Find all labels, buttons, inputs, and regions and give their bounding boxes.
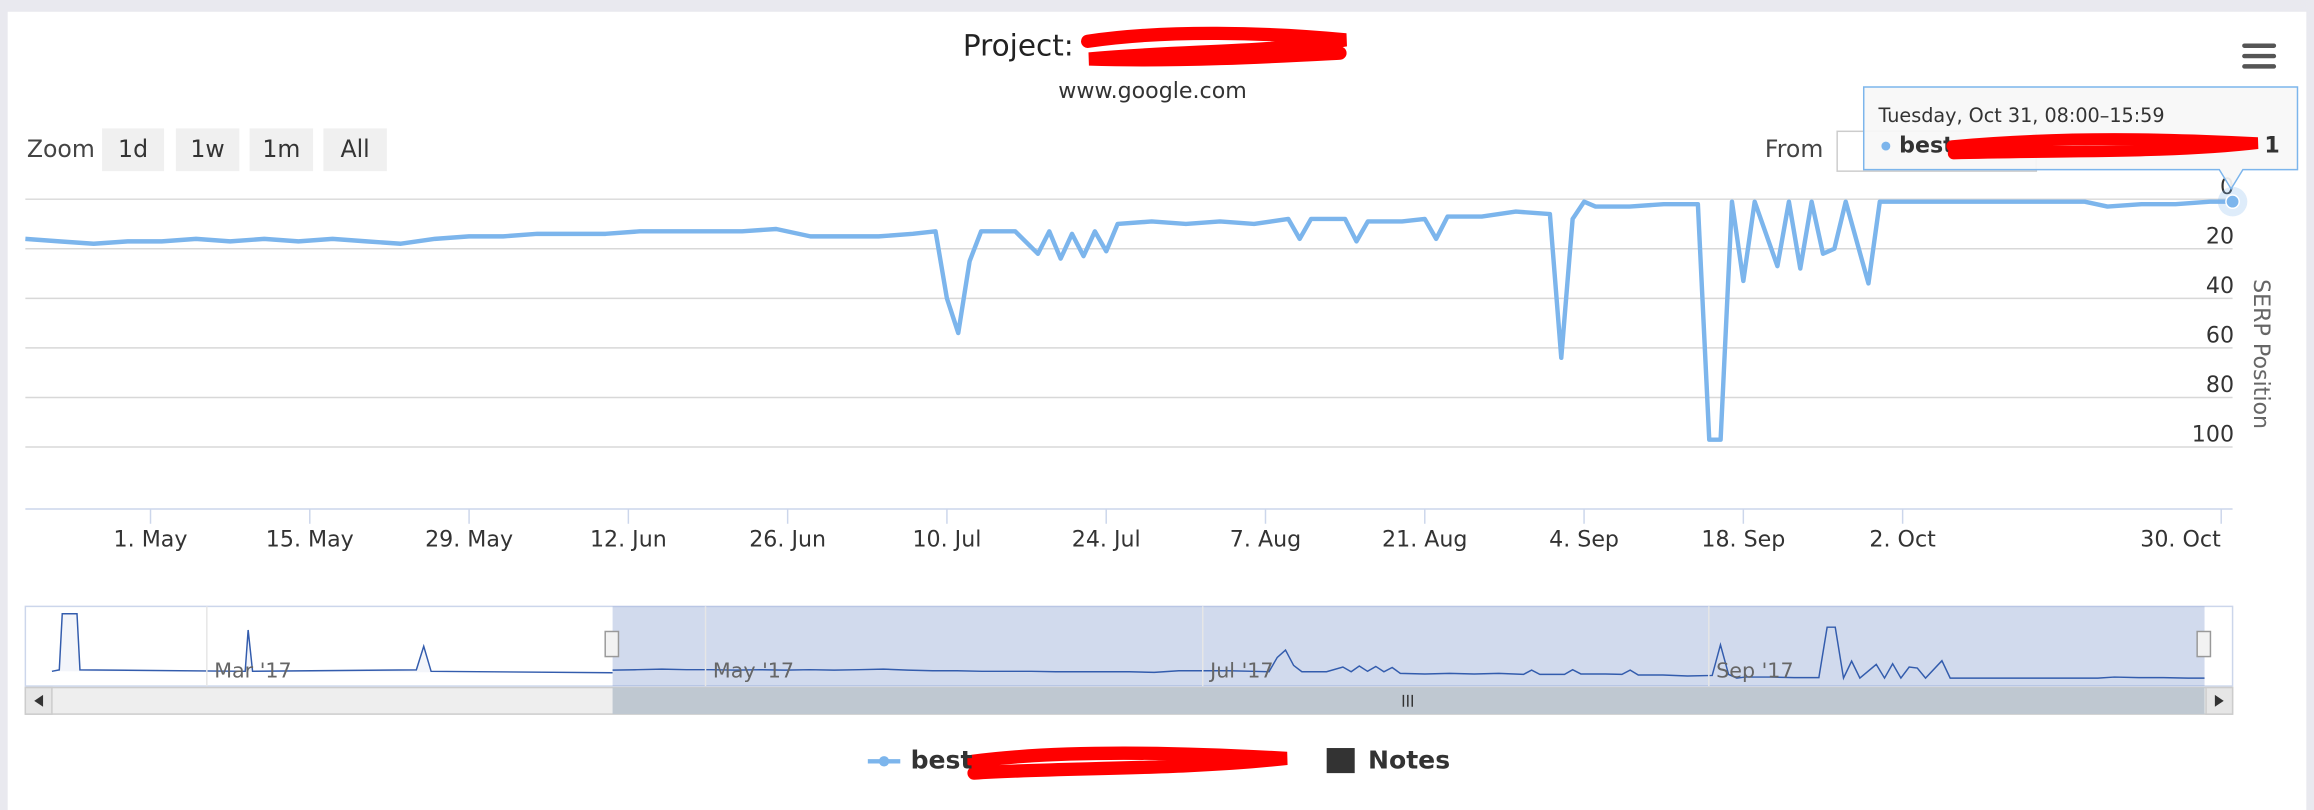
y-tick-label: 40 <box>2206 273 2234 299</box>
zoom-label: Zoom <box>27 135 95 163</box>
tooltip-value: 1 <box>2264 133 2279 159</box>
zoom-button[interactable] <box>175 128 240 172</box>
scrollbar-grip <box>1402 694 1413 707</box>
menu-icon[interactable] <box>2242 43 2277 69</box>
zoom-button-label[interactable]: 1w <box>190 135 224 163</box>
x-tick-label: 26. Jun <box>749 527 826 553</box>
zoom-button[interactable] <box>249 128 314 172</box>
x-tick-label: 15. May <box>266 527 354 553</box>
y-tick-label: 100 <box>2192 422 2234 448</box>
x-tick-label: 1. May <box>114 527 188 553</box>
y-tick-label: 60 <box>2206 323 2234 349</box>
navigator-selection[interactable] <box>612 606 2205 687</box>
zoom-button-label[interactable]: 1m <box>262 135 300 163</box>
arrow <box>34 694 44 707</box>
y-tick-label: 20 <box>2206 223 2234 249</box>
navigator-label: Jul '17 <box>1208 658 1273 682</box>
zoom-button-label[interactable]: All <box>340 135 369 163</box>
zoom-button-label[interactable]: 1d <box>118 135 148 163</box>
x-tick-label: 7. Aug <box>1230 527 1301 553</box>
navigator-label: Sep '17 <box>1716 658 1793 682</box>
from-label: From <box>1765 135 1823 163</box>
navigator-label: Mar '17 <box>214 658 291 682</box>
redaction <box>1081 26 1347 67</box>
navigator-line <box>612 626 2205 681</box>
chart-subtitle: www.google.com <box>1058 78 1247 104</box>
scrollbar-thumb[interactable] <box>612 687 2205 715</box>
zoom-button[interactable] <box>102 128 165 172</box>
series-line <box>25 199 2233 442</box>
x-tick-label: 10. Jul <box>912 527 981 553</box>
redaction <box>1946 133 2259 160</box>
hover-point <box>2225 194 2240 210</box>
zoom-button[interactable] <box>323 128 387 172</box>
x-tick-label: 18. Sep <box>1701 527 1785 553</box>
navigator-history <box>51 613 613 674</box>
x-tick-label: 2. Oct <box>1869 527 1936 553</box>
legend-symbol-dot[interactable] <box>878 756 890 767</box>
tooltip-series-name: best <box>1899 133 1954 159</box>
legend-notes-symbol[interactable] <box>1326 748 1355 774</box>
legend-notes[interactable]: Notes <box>1368 745 1450 774</box>
x-tick-label: 29. May <box>425 527 513 553</box>
arrow <box>2214 694 2224 707</box>
navigator-handle[interactable] <box>604 630 620 658</box>
redaction <box>965 746 1288 780</box>
legend-label[interactable]: best <box>911 745 973 774</box>
navigator-frame <box>24 605 2234 687</box>
x-tick-label: 21. Aug <box>1382 527 1467 553</box>
tooltip-symbol <box>1881 141 1891 151</box>
x-tick-label: 24. Jul <box>1072 527 1141 553</box>
tooltip-header: Tuesday, Oct 31, 08:00–15:59 <box>1877 104 2164 127</box>
x-tick-label: 4. Sep <box>1549 527 1619 553</box>
x-tick-label: 12. Jun <box>590 527 667 553</box>
chart-title: Project: <box>963 29 1074 63</box>
navigator-handle[interactable] <box>2196 630 2212 658</box>
y-tick-label: 80 <box>2206 372 2234 398</box>
x-tick-label: 30. Oct <box>2140 527 2221 553</box>
navigator-label: May '17 <box>713 658 794 682</box>
y-axis-title: SERP Position <box>2248 279 2274 429</box>
